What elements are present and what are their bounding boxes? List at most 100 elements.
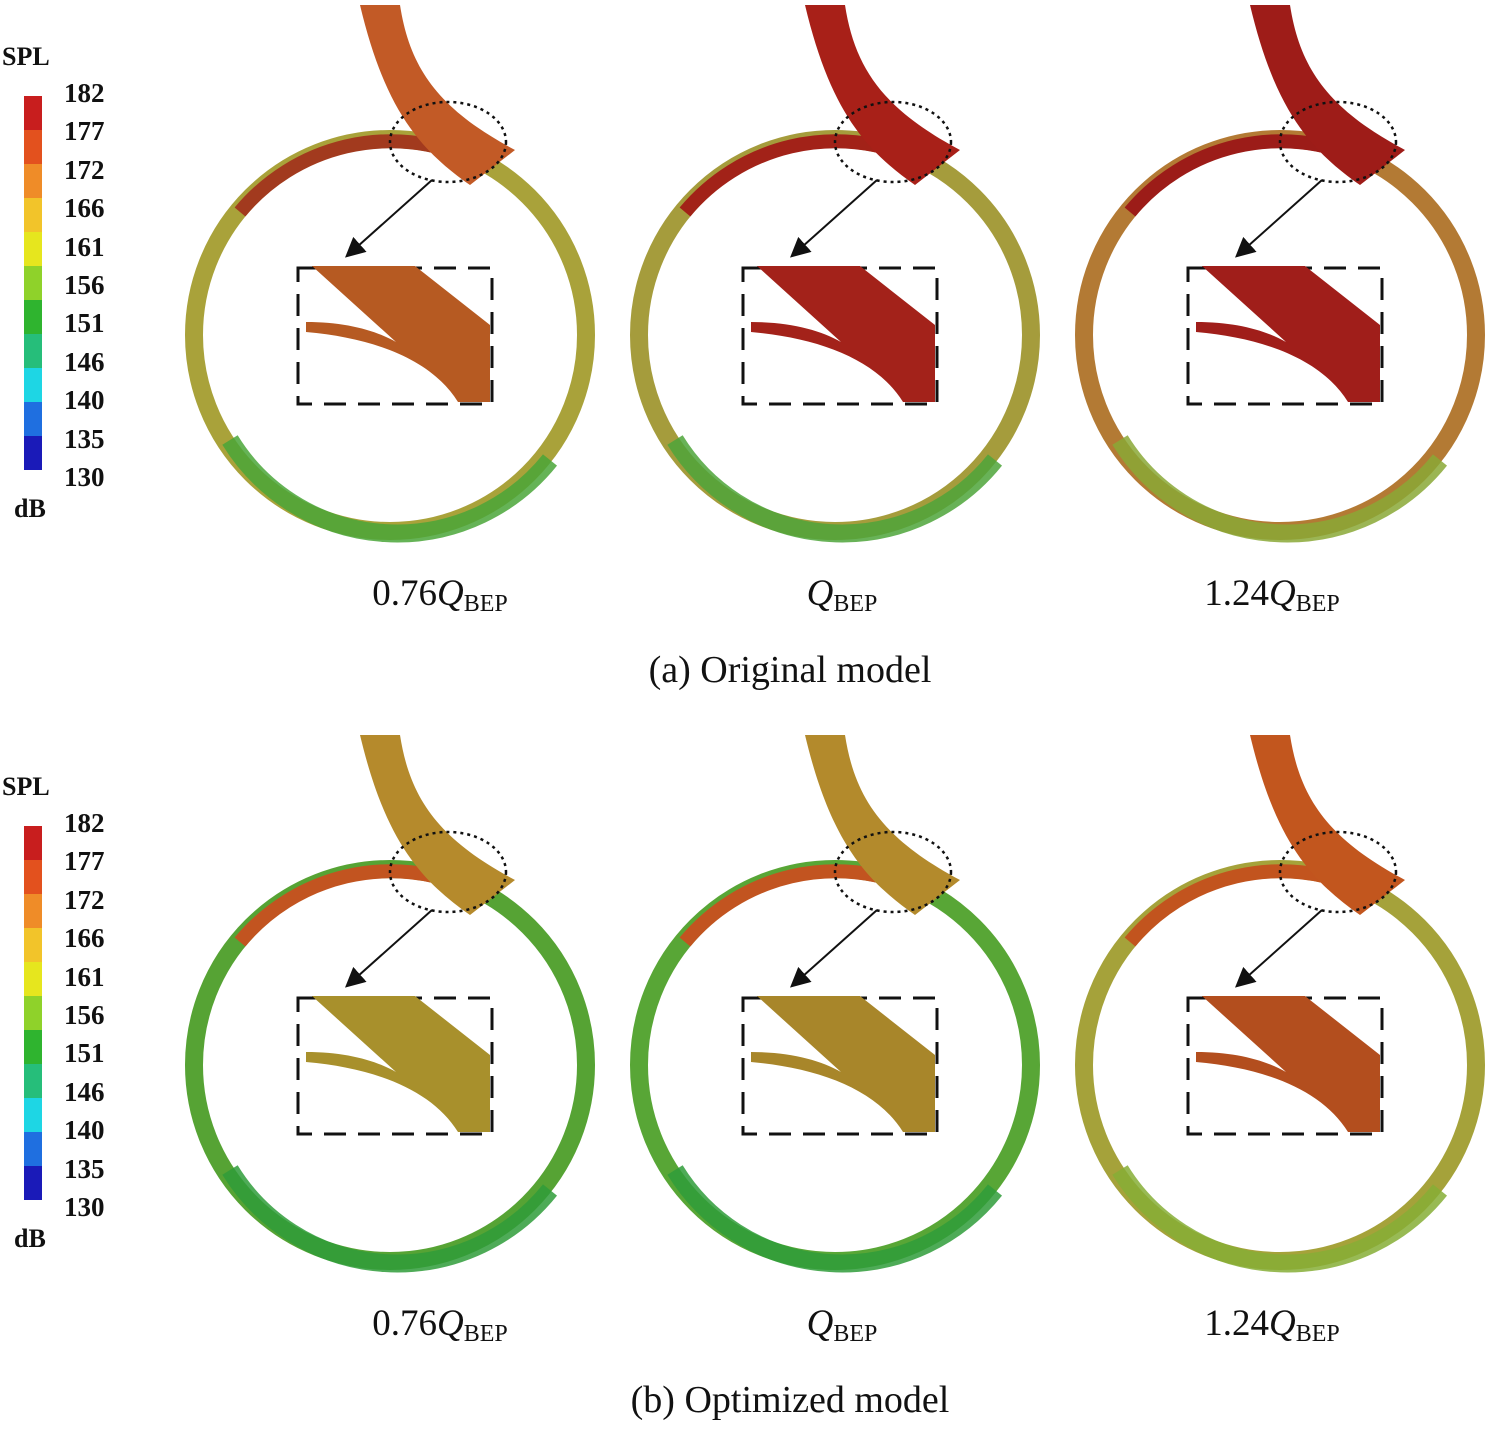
inset-tongue xyxy=(751,996,935,1132)
volute-contour xyxy=(615,730,1065,1290)
colorbar-tick-label: 146 xyxy=(64,1076,105,1107)
inset-frame xyxy=(741,996,939,1136)
condition-subscript: BEP xyxy=(833,591,878,617)
colorbar-segment xyxy=(24,164,42,198)
volute-low-region xyxy=(667,1165,1003,1273)
colorbar-segment xyxy=(24,96,42,130)
colorbar-segment xyxy=(24,368,42,402)
zoom-arrow xyxy=(1235,909,1323,988)
condition-coefficient: 1.24 xyxy=(1204,1303,1269,1344)
colorbar-segment xyxy=(24,894,42,928)
condition-coefficient: 1.24 xyxy=(1204,573,1269,614)
volute-low-region xyxy=(222,1165,558,1273)
colorbar-segment xyxy=(24,1166,42,1200)
colorbar-tick-label: 146 xyxy=(64,346,105,377)
colorbar-segment xyxy=(24,1098,42,1132)
zoom-arrow xyxy=(790,909,878,988)
colorbar-segment xyxy=(24,826,42,860)
colorbar-tick-label: 156 xyxy=(64,270,105,300)
colorbar-segment xyxy=(24,962,42,996)
zoom-ellipse xyxy=(833,830,953,914)
colorbar-tick-label: 140 xyxy=(64,385,105,416)
inset-tongue xyxy=(751,266,935,402)
volute-svg xyxy=(185,5,595,543)
volute-low-region xyxy=(667,435,1003,543)
condition-q: Q xyxy=(806,1303,834,1344)
colorbar-tick-label: 130 xyxy=(64,1192,105,1222)
outlet-pipe xyxy=(360,5,515,185)
inset-tongue xyxy=(1196,996,1380,1132)
condition-q: Q xyxy=(1269,1303,1296,1344)
inset-tongue xyxy=(306,996,490,1132)
condition-q: Q xyxy=(1269,573,1296,614)
colorbar-segment xyxy=(24,334,42,368)
colorbar-segment xyxy=(24,860,42,894)
colorbar-segment xyxy=(24,436,42,470)
colorbar-tick-label: 182 xyxy=(64,78,105,108)
outlet-pipe xyxy=(1250,735,1405,915)
colorbar-segment xyxy=(24,1030,42,1064)
colorbar-tick-label: 177 xyxy=(64,846,105,877)
volute-contour xyxy=(170,730,620,1290)
condition-subscript: BEP xyxy=(1295,1321,1340,1347)
colorbar-segment xyxy=(24,928,42,962)
condition-q: Q xyxy=(806,573,834,614)
condition-label: 1.24QBEP xyxy=(1182,572,1362,618)
inset-frame xyxy=(741,266,939,406)
colorbar-segment xyxy=(24,1064,42,1098)
condition-q: Q xyxy=(437,1303,464,1344)
colorbar-tick-label: 135 xyxy=(64,423,105,454)
colorbar-tick-label: 172 xyxy=(64,884,105,915)
colorbar-segment xyxy=(24,1132,42,1166)
condition-label: 0.76QBEP xyxy=(350,572,530,618)
condition-subscript: BEP xyxy=(833,1321,878,1347)
colorbar-strip xyxy=(24,826,42,1200)
inset-frame xyxy=(1186,266,1384,406)
condition-label: QBEP xyxy=(752,572,932,618)
zoom-ellipse xyxy=(388,830,508,914)
colorbar-tick-label: 161 xyxy=(64,961,105,992)
inset-tongue xyxy=(1196,266,1380,402)
colorbar-segment xyxy=(24,402,42,436)
colorbar-segment xyxy=(24,300,42,334)
condition-q: Q xyxy=(437,573,464,614)
volute-contour xyxy=(1060,0,1500,560)
panel-caption: (b) Optimized model xyxy=(630,1379,950,1421)
panel-optimized: SPL 182 177 172 166 161 156 151 146 140 135 130 dB 0.… xyxy=(0,730,1500,1452)
inset-frame xyxy=(1186,996,1384,1136)
volute-svg xyxy=(1075,735,1485,1273)
volute-low-region xyxy=(1112,1165,1448,1273)
zoom-arrow xyxy=(1235,179,1323,258)
volute-contour xyxy=(615,0,1065,560)
panel-original: SPL 182 177 172 166 161 156 151 146 140 135 130 dB 0.… xyxy=(0,0,1500,722)
colorbar-tick-label: 156 xyxy=(64,1000,105,1030)
colorbar-unit: dB xyxy=(14,494,46,523)
colorbar-tick-label: 166 xyxy=(64,193,105,224)
outlet-pipe xyxy=(805,735,960,915)
inset-tongue xyxy=(306,266,490,402)
panel-caption: (a) Original model xyxy=(648,649,932,691)
volute-svg xyxy=(1075,5,1485,543)
volute-svg xyxy=(185,735,595,1273)
condition-label: QBEP xyxy=(752,1302,932,1348)
colorbar-unit: dB xyxy=(14,1224,46,1253)
colorbar-tick-label: 135 xyxy=(64,1153,105,1184)
outlet-pipe xyxy=(360,735,515,915)
volute-low-region xyxy=(1112,435,1448,543)
colorbar-segment xyxy=(24,266,42,300)
outlet-pipe xyxy=(805,5,960,185)
volute-contour xyxy=(170,0,620,560)
colorbar-tick-label: 151 xyxy=(64,308,105,339)
volute-low-region xyxy=(222,435,558,543)
colorbar-segment xyxy=(24,198,42,232)
volute-contour xyxy=(1060,730,1500,1290)
colorbar: SPL 182 177 172 166 161 156 151 146 140 135 130 dB xyxy=(0,0,130,540)
colorbar-tick-label: 177 xyxy=(64,116,105,147)
colorbar-tick-label: 166 xyxy=(64,923,105,954)
colorbar-segment xyxy=(24,130,42,164)
colorbar-title: SPL xyxy=(2,42,50,71)
colorbar-strip xyxy=(24,96,42,470)
colorbar: SPL 182 177 172 166 161 156 151 146 140 135 130 dB xyxy=(0,730,130,1270)
zoom-ellipse xyxy=(833,100,953,184)
